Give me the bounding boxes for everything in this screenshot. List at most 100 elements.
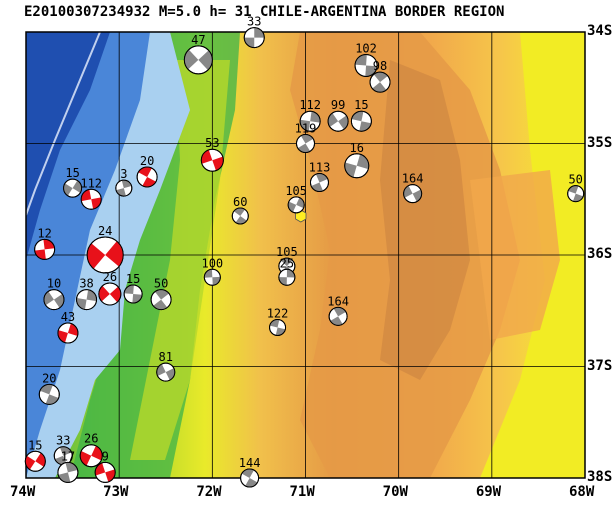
beachball-outline — [86, 236, 124, 274]
focal-mechanism: 20 — [38, 371, 60, 405]
beachball-quadrant — [254, 27, 265, 38]
beachball-outline — [328, 306, 348, 326]
beachball-outline — [287, 196, 305, 214]
focal-mechanism: 10 — [43, 277, 65, 311]
latitude-label: 38S — [587, 469, 612, 485]
depth-label: 113 — [309, 161, 331, 175]
beachball-outline — [278, 268, 296, 286]
beachball-quadrant — [328, 113, 339, 127]
focal-mechanism: 122 — [267, 306, 289, 336]
focal-mechanism: 15 — [350, 98, 372, 132]
beachball-outline — [243, 27, 265, 49]
depth-label: 122 — [267, 306, 289, 320]
focal-mechanism: 144 — [239, 456, 260, 488]
ocean-deep — [26, 32, 110, 260]
depth-label: 24 — [98, 224, 112, 238]
beachball-quadrant — [63, 183, 73, 196]
focal-mechanism: 53 — [200, 136, 224, 172]
beachball-quadrant — [81, 189, 92, 202]
focal-mechanism: 24 — [86, 224, 124, 274]
peak-zone — [380, 60, 470, 380]
depth-label: 50 — [154, 277, 168, 291]
latitude-label: 35S — [587, 134, 612, 151]
focal-mechanism: 9 — [94, 449, 116, 483]
longitude-label: 68W — [569, 484, 595, 500]
focal-mechanism: 113 — [309, 161, 331, 193]
beachball-quadrant — [76, 298, 87, 310]
beachball-quadrant — [233, 208, 245, 216]
beachball-outline — [43, 289, 65, 311]
focal-mechanism: 17 — [57, 449, 79, 483]
beachball-quadrant — [355, 54, 367, 66]
beachball-quadrant — [412, 189, 422, 202]
focal-mechanism: 43 — [57, 310, 79, 344]
depth-label: 43 — [61, 310, 75, 324]
focal-mechanism: 119 — [295, 122, 317, 153]
beachball-quadrant — [300, 119, 311, 132]
beachball-quadrant — [373, 72, 388, 83]
beachball-quadrant — [35, 452, 46, 467]
beachball-outline — [240, 468, 260, 488]
focal-mechanism: 26 — [79, 432, 103, 468]
beachball-outline — [203, 268, 221, 286]
depth-label: 119 — [295, 122, 317, 136]
depth-label: 16 — [350, 141, 364, 155]
beachball-quadrant — [241, 469, 254, 479]
beachball-outline — [231, 207, 249, 225]
depth-label: 15 — [126, 272, 140, 286]
focal-mechanism: 50 — [567, 173, 585, 203]
focal-mechanism: 60 — [231, 195, 249, 225]
beachball-quadrant — [53, 294, 64, 308]
beachball-quadrant — [138, 166, 152, 177]
focal-mechanism: 105 — [285, 184, 307, 214]
beachball-quadrant — [87, 243, 106, 269]
beachball-quadrant — [58, 472, 71, 483]
depth-label: 9 — [102, 449, 109, 463]
beachball-quadrant — [86, 289, 97, 302]
depth-label: 47 — [191, 33, 205, 47]
beachball-outline — [150, 289, 172, 311]
beachball-quadrant — [297, 143, 311, 153]
focal-mechanism: 16 — [344, 141, 370, 179]
beachball-outline — [34, 238, 56, 260]
beachball-quadrant — [244, 37, 255, 48]
beachball-outline — [80, 188, 102, 210]
beachball-quadrant — [365, 65, 378, 77]
beachball-quadrant — [91, 197, 102, 210]
beachball-quadrant — [286, 269, 295, 278]
depth-label: 60 — [233, 195, 247, 209]
depth-label: 33 — [247, 15, 261, 29]
focal-mechanism: 112 — [299, 98, 321, 132]
depth-label: 20 — [140, 154, 154, 168]
depth-label: 10 — [47, 277, 61, 291]
depth-label: 99 — [331, 98, 345, 112]
depth-label: 112 — [80, 176, 102, 190]
focal-mechanism: 15 — [123, 272, 143, 304]
beachball-quadrant — [235, 215, 247, 224]
focal-mechanism: 99 — [327, 98, 349, 132]
page-title: E20100307234932 M=5.0 h= 31 CHILE-ARGENT… — [24, 4, 505, 20]
beachball-outline — [94, 461, 116, 483]
beachball-outline — [369, 71, 391, 93]
beachball-outline — [38, 383, 60, 405]
depth-label: 38 — [79, 277, 93, 291]
beachball-outline — [200, 148, 224, 172]
beachball-outline — [327, 110, 349, 132]
beachball-outline — [403, 184, 423, 204]
beachball-quadrant — [43, 291, 54, 306]
longitude-label: 71W — [289, 484, 315, 500]
beachball-quadrant — [105, 241, 124, 267]
beachball-outline — [344, 153, 370, 179]
depth-label: 15 — [28, 438, 42, 452]
beachball-quadrant — [25, 455, 36, 470]
focal-mechanism: 102 — [354, 41, 378, 77]
beachball-quadrant — [132, 294, 143, 303]
depth-label: 26 — [84, 432, 98, 446]
depth-label: 15 — [65, 166, 79, 180]
beachball-quadrant — [269, 319, 280, 328]
longitude-label: 74W — [10, 484, 36, 500]
beachball-quadrant — [330, 316, 343, 326]
beachball-quadrant — [184, 49, 199, 70]
